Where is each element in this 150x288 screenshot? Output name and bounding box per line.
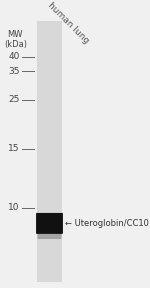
Text: 10: 10 — [8, 203, 20, 212]
FancyBboxPatch shape — [38, 231, 62, 239]
Text: ← Uteroglobin/CC10: ← Uteroglobin/CC10 — [65, 219, 149, 228]
Bar — [37, 21, 62, 282]
Text: human lung: human lung — [46, 1, 91, 46]
Text: 35: 35 — [8, 67, 20, 76]
Text: 15: 15 — [8, 144, 20, 153]
Text: 40: 40 — [8, 52, 20, 61]
Text: 25: 25 — [8, 96, 20, 105]
Text: MW
(kDa): MW (kDa) — [4, 30, 27, 49]
FancyBboxPatch shape — [36, 213, 63, 234]
